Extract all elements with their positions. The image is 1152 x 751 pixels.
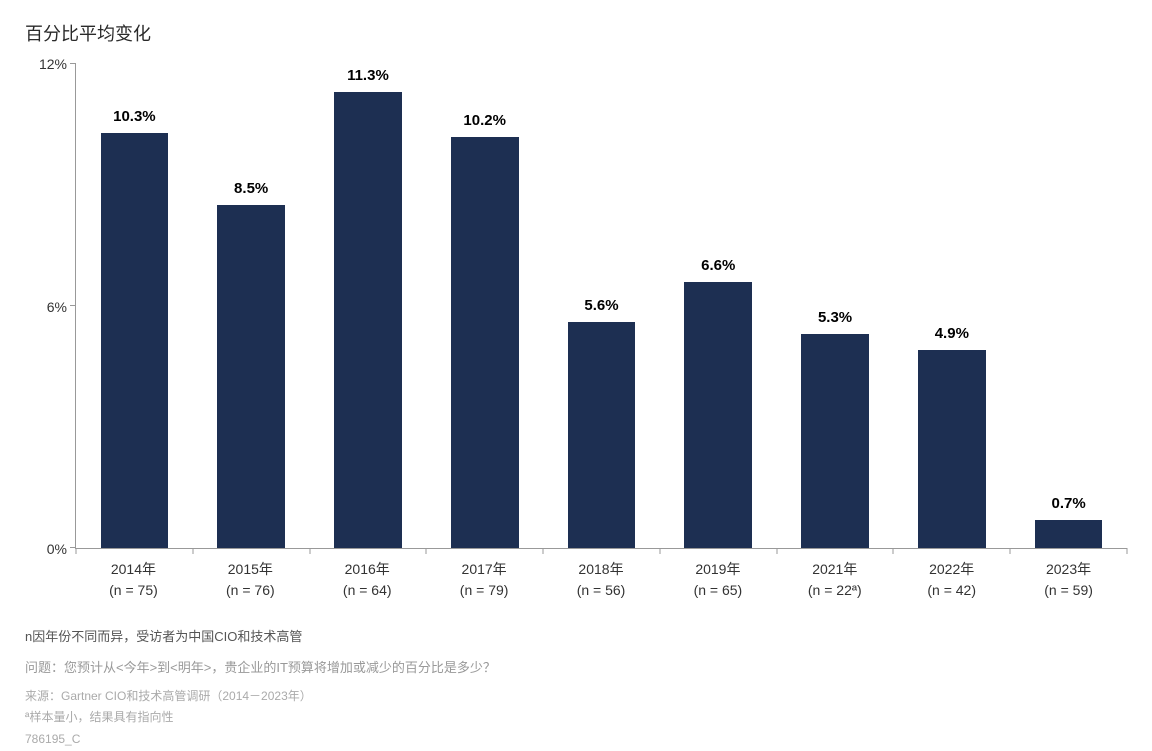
x-label-n: (n = 76) [192,580,309,601]
bar-value-label: 5.3% [818,309,852,326]
x-tick-mark [309,548,310,554]
x-label: 2016年(n = 64) [309,559,426,601]
bar-value-label: 10.2% [463,112,506,129]
y-tick-label: 6% [47,299,67,315]
x-tick-mark [659,548,660,554]
chart-area: 0%6%12% 10.3% 8.5% 11.3% 10.2% 5.6% 6.6% 5.3% 4… [25,64,1127,549]
bar-value-label: 10.3% [113,108,156,125]
x-label-year: 2017年 [426,559,543,580]
x-label-n: (n = 75) [75,580,192,601]
note-source: 来源：Gartner CIO和技术高管调研（2014－2023年） [25,686,1127,708]
bar: 5.6% [568,322,636,548]
x-label-n: (n = 65) [659,580,776,601]
y-tick-label: 0% [47,541,67,557]
bar: 6.6% [684,282,752,548]
x-tick-mark [1127,548,1128,554]
x-label: 2015年(n = 76) [192,559,309,601]
bar-value-label: 5.6% [584,297,618,314]
note-code: 786195_C [25,729,1127,751]
y-tick-label: 12% [39,56,67,72]
x-tick-mark [1010,548,1011,554]
x-tick-mark [76,548,77,554]
x-label-n: (n = 64) [309,580,426,601]
x-label-year: 2021年 [776,559,893,580]
x-label-year: 2022年 [893,559,1010,580]
x-label-n: (n = 59) [1010,580,1127,601]
x-label: 2017年(n = 79) [426,559,543,601]
x-label: 2018年(n = 56) [543,559,660,601]
bar: 11.3% [334,92,402,548]
bar-value-label: 8.5% [234,180,268,197]
x-label-year: 2019年 [659,559,776,580]
x-label: 2023年(n = 59) [1010,559,1127,601]
bar: 10.2% [451,137,519,548]
bar-value-label: 0.7% [1051,495,1085,512]
x-label: 2021年(n = 22ª) [776,559,893,601]
bar-value-label: 4.9% [935,325,969,342]
bar: 0.7% [1035,520,1103,548]
x-label-year: 2014年 [75,559,192,580]
y-tick-mark [70,63,76,64]
note-question: 问题：您预计从<今年>到<明年>，贵企业的IT预算将增加或减少的百分比是多少？ [25,656,1127,679]
y-tick-mark [70,305,76,306]
x-label-year: 2016年 [309,559,426,580]
x-tick-mark [776,548,777,554]
x-tick-mark [192,548,193,554]
y-axis: 0%6%12% [25,64,75,549]
note-sample: n因年份不同而异，受访者为中国CIO和技术高管 [25,625,1127,648]
bar-value-label: 6.6% [701,257,735,274]
bar-value-label: 11.3% [347,67,389,84]
x-label-year: 2018年 [543,559,660,580]
x-axis: 2014年(n = 75)2015年(n = 76)2016年(n = 64)2… [75,559,1127,601]
x-label-n: (n = 56) [543,580,660,601]
x-label-year: 2015年 [192,559,309,580]
x-tick-mark [893,548,894,554]
x-label-n: (n = 22ª) [776,580,893,601]
bar: 4.9% [918,350,986,548]
x-tick-mark [543,548,544,554]
chart-title: 百分比平均变化 [25,20,1127,46]
x-label: 2022年(n = 42) [893,559,1010,601]
x-label-n: (n = 79) [426,580,543,601]
x-label: 2014年(n = 75) [75,559,192,601]
bar: 5.3% [801,334,869,548]
bars-container: 10.3% 8.5% 11.3% 10.2% 5.6% 6.6% 5.3% 4.9% 0.7% [76,64,1127,548]
chart-notes: n因年份不同而异，受访者为中国CIO和技术高管 问题：您预计从<今年>到<明年>… [25,625,1127,751]
bar: 10.3% [101,133,169,548]
x-label: 2019年(n = 65) [659,559,776,601]
x-label-n: (n = 42) [893,580,1010,601]
bar: 8.5% [217,205,285,548]
x-label-year: 2023年 [1010,559,1127,580]
plot-area: 10.3% 8.5% 11.3% 10.2% 5.6% 6.6% 5.3% 4.9% 0.7% [75,64,1127,549]
x-tick-mark [426,548,427,554]
